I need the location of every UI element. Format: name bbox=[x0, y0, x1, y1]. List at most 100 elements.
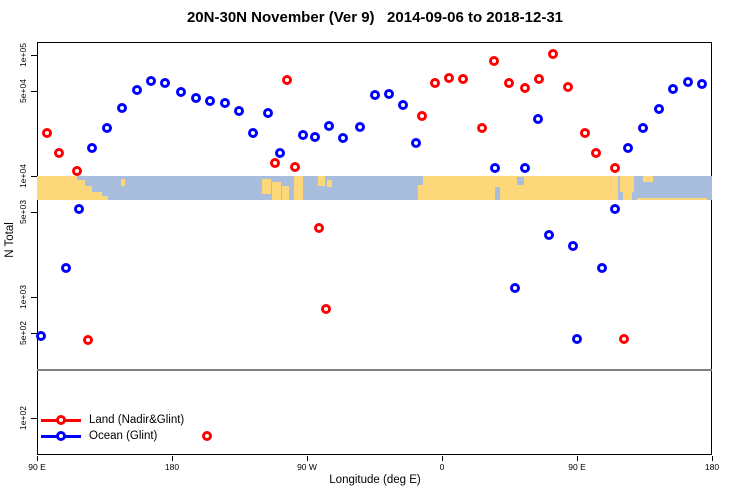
legend-marker-land bbox=[41, 415, 81, 425]
data-point-land bbox=[563, 81, 573, 92]
legend-item-ocean: Ocean (Glint) bbox=[41, 428, 184, 444]
y-tick-label: 1e+05 bbox=[18, 43, 28, 67]
data-point-ocean bbox=[398, 100, 408, 111]
data-point-land bbox=[314, 222, 324, 233]
data-point-land bbox=[72, 165, 83, 176]
data-point-ocean bbox=[572, 333, 582, 344]
data-point-land bbox=[42, 128, 53, 139]
data-point-ocean bbox=[338, 133, 348, 144]
data-point-land bbox=[290, 161, 300, 172]
x-tick-mark bbox=[712, 456, 713, 461]
data-point-ocean bbox=[87, 143, 98, 154]
legend-label-ocean: Ocean (Glint) bbox=[89, 430, 158, 442]
land-segment bbox=[294, 176, 303, 200]
legend-marker-ocean bbox=[41, 431, 81, 441]
land-segment bbox=[76, 180, 85, 200]
land-segment bbox=[262, 179, 271, 194]
data-point-ocean bbox=[102, 123, 113, 134]
y-tick-label: 1e+04 bbox=[18, 164, 28, 188]
data-point-land bbox=[489, 56, 500, 66]
data-point-land bbox=[458, 73, 468, 84]
data-point-ocean bbox=[609, 204, 620, 215]
data-point-ocean bbox=[567, 240, 578, 251]
data-point-ocean bbox=[654, 103, 665, 114]
data-point-ocean bbox=[117, 102, 128, 113]
x-axis-title: Longitude (deg E) bbox=[329, 474, 421, 486]
plot-area bbox=[37, 42, 712, 455]
land-segment bbox=[282, 186, 289, 200]
land-segment bbox=[623, 192, 632, 200]
y-tick-mark bbox=[31, 176, 37, 177]
legend-circle-blue bbox=[56, 431, 66, 441]
y-tick-mark bbox=[31, 55, 37, 56]
data-point-ocean bbox=[489, 163, 500, 174]
data-point-ocean bbox=[219, 98, 230, 109]
data-point-ocean bbox=[60, 262, 71, 273]
data-point-ocean bbox=[519, 163, 530, 174]
y-tick-mark bbox=[31, 297, 37, 298]
data-point-land bbox=[519, 82, 530, 93]
x-tick-mark bbox=[442, 456, 443, 461]
legend-circle-red bbox=[56, 415, 66, 425]
data-point-land bbox=[534, 73, 545, 84]
data-point-ocean bbox=[597, 262, 608, 273]
data-point-land bbox=[609, 163, 620, 174]
data-point-ocean bbox=[510, 282, 521, 293]
data-point-land bbox=[321, 303, 332, 314]
data-point-ocean bbox=[159, 77, 170, 88]
data-point-ocean bbox=[275, 147, 285, 158]
data-point-ocean bbox=[696, 79, 707, 90]
data-point-ocean bbox=[533, 113, 543, 124]
legend-label-land: Land (Nadir&Glint) bbox=[89, 414, 185, 426]
cutoff-line bbox=[37, 368, 712, 371]
y-tick-label: 1e+02 bbox=[18, 406, 28, 430]
data-point-ocean bbox=[176, 87, 186, 98]
data-point-land bbox=[579, 128, 590, 139]
x-tick-label: 90 W bbox=[297, 462, 317, 472]
data-point-land bbox=[270, 158, 281, 169]
legend: Land (Nadir&Glint) Ocean (Glint) bbox=[41, 412, 184, 444]
y-tick-label: 5e+02 bbox=[18, 321, 28, 346]
y-axis-title: N Total bbox=[4, 222, 16, 258]
land-segment bbox=[637, 198, 707, 200]
ocean-segment bbox=[495, 187, 500, 200]
x-tick-label: 0 bbox=[439, 462, 445, 472]
data-point-land bbox=[417, 111, 428, 122]
data-point-ocean bbox=[638, 123, 648, 134]
data-point-ocean bbox=[668, 83, 678, 94]
y-tick-mark bbox=[31, 91, 37, 93]
map-band-ocean bbox=[37, 176, 712, 201]
data-point-land bbox=[548, 48, 558, 59]
x-tick-label: 90 E bbox=[568, 462, 586, 472]
y-tick-label: 5e+04 bbox=[18, 79, 28, 104]
data-point-ocean bbox=[263, 107, 273, 118]
data-point-ocean bbox=[204, 95, 215, 106]
x-tick-mark bbox=[307, 456, 308, 461]
x-tick-mark bbox=[577, 456, 578, 461]
x-tick-label: 90 E bbox=[28, 462, 46, 472]
data-point-ocean bbox=[369, 90, 380, 100]
land-segment bbox=[83, 186, 92, 200]
chart-title: 20N-30N November (Ver 9) 2014-09-06 to 2… bbox=[186, 9, 564, 26]
data-point-land bbox=[429, 77, 440, 88]
x-tick-label: 180 bbox=[164, 462, 180, 472]
land-segment bbox=[99, 196, 108, 200]
data-point-ocean bbox=[297, 130, 308, 141]
land-segment bbox=[272, 182, 281, 200]
data-point-ocean bbox=[234, 106, 245, 117]
data-point-ocean bbox=[354, 122, 365, 132]
y-tick-mark bbox=[31, 418, 37, 419]
x-tick-mark bbox=[172, 456, 173, 461]
data-point-ocean bbox=[132, 84, 143, 95]
data-point-ocean bbox=[543, 230, 554, 241]
land-segment bbox=[620, 176, 634, 192]
data-point-ocean bbox=[309, 132, 320, 142]
y-tick-mark bbox=[31, 212, 37, 214]
data-point-land bbox=[282, 75, 293, 86]
data-point-ocean bbox=[191, 92, 201, 103]
data-point-land bbox=[83, 335, 93, 346]
x-tick-label: 180 bbox=[704, 462, 720, 472]
ocean-segment bbox=[418, 176, 423, 185]
data-point-ocean bbox=[146, 75, 156, 86]
